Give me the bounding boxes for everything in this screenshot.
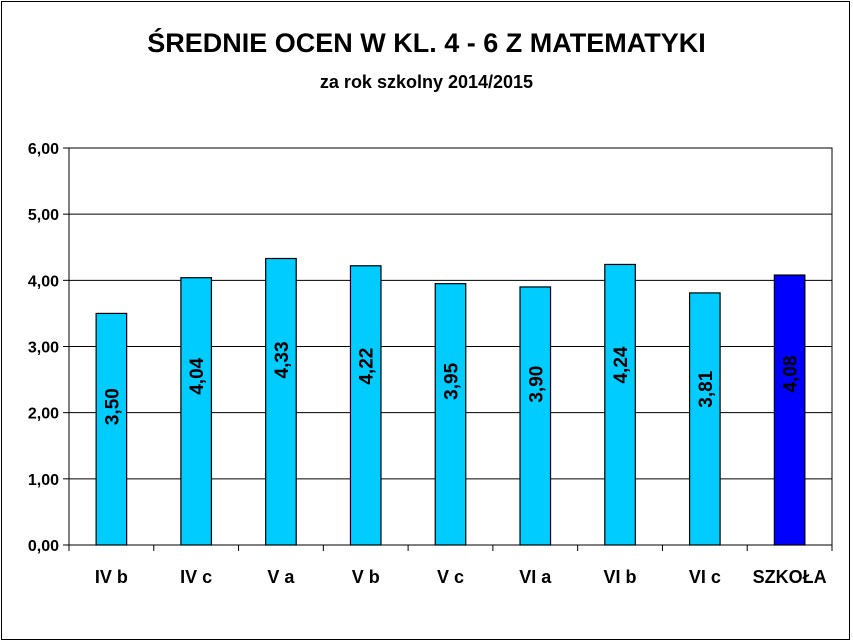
y-tick-label: 5,00 <box>28 207 59 224</box>
x-tick-label: IV b <box>95 567 128 587</box>
data-label: 4,33 <box>272 341 293 378</box>
y-tick-label: 0,00 <box>28 538 59 555</box>
x-tick-label: VI c <box>689 567 721 587</box>
data-label: 3,95 <box>442 362 463 399</box>
bar <box>180 277 213 546</box>
data-label: 3,90 <box>526 366 547 403</box>
x-tick-label: IV c <box>180 567 212 587</box>
data-label: 4,24 <box>611 346 632 383</box>
x-tick-label: VI b <box>604 567 637 587</box>
bar <box>773 274 806 546</box>
data-label: 3,81 <box>696 370 717 407</box>
x-tick-label: SZKOŁA <box>753 567 827 587</box>
x-tick-label: VI a <box>519 567 552 587</box>
y-tick-label: 3,00 <box>28 340 59 357</box>
y-tick-label: 6,00 <box>28 141 59 158</box>
x-tick-label: V c <box>437 567 464 587</box>
data-label: 3,50 <box>102 388 123 425</box>
data-label: 4,08 <box>781 356 802 393</box>
data-label: 4,04 <box>187 357 208 394</box>
data-label: 4,22 <box>357 348 378 385</box>
bar <box>434 283 467 546</box>
bar <box>95 312 128 546</box>
bar <box>604 263 636 546</box>
x-tick-label: V a <box>267 567 295 587</box>
chart-subtitle: za rok szkolny 2014/2015 <box>319 72 534 92</box>
bar <box>519 286 552 546</box>
chart-title: ŚREDNIE OCEN W KL. 4 - 6 Z MATEMATYKI <box>147 28 706 58</box>
y-tick-label: 2,00 <box>28 406 59 423</box>
x-tick-label: V b <box>352 567 380 587</box>
y-tick-label: 1,00 <box>28 472 59 489</box>
bar <box>265 257 297 546</box>
y-tick-label: 4,00 <box>28 273 59 290</box>
bar <box>349 265 382 546</box>
bar <box>688 292 721 546</box>
